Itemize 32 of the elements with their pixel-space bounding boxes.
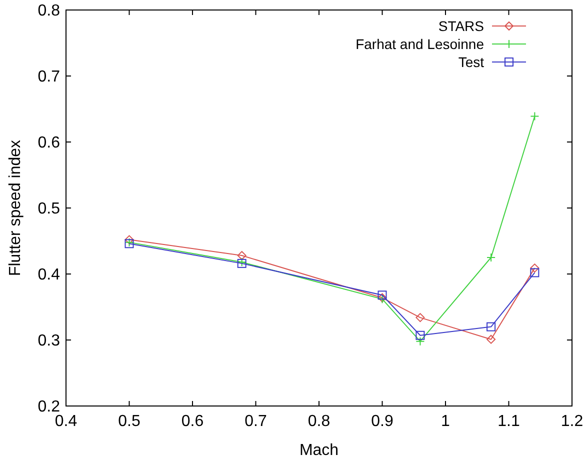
point — [530, 268, 540, 278]
x-tick-label: 1.1 — [498, 413, 520, 430]
x-axis-title: Mach — [299, 442, 339, 459]
y-tick-label: 0.8 — [38, 2, 60, 20]
x-tick-label: 0.4 — [54, 413, 78, 430]
y-tick-label: 0.2 — [38, 398, 60, 416]
point — [378, 290, 387, 300]
y-tick-label: 0.4 — [38, 266, 60, 284]
point — [530, 264, 540, 273]
x-tick-label: 1.2 — [560, 413, 584, 430]
y-axis-title: Flutter speed index — [7, 140, 24, 276]
legend-label: Test — [458, 54, 484, 70]
x-tick-label: 0.5 — [118, 413, 140, 430]
point — [530, 112, 540, 121]
point — [416, 313, 425, 322]
x-tick-label: 1 — [441, 413, 450, 430]
x-tick-label: 0.8 — [308, 413, 330, 430]
y-tick-label: 0.7 — [38, 68, 60, 86]
legend-label: STARS — [438, 18, 484, 34]
x-tick-label: 0.9 — [371, 413, 394, 430]
x-tick-label: 0.7 — [244, 413, 267, 430]
point — [486, 334, 496, 344]
point — [486, 253, 496, 262]
x-tick-label: 0.6 — [181, 413, 204, 430]
y-tick-label: 0.3 — [38, 332, 60, 350]
point — [124, 235, 134, 244]
point — [416, 330, 425, 340]
legend-label: Farhat and Lesoinne — [356, 36, 484, 52]
y-tick-label: 0.6 — [38, 134, 60, 152]
y-tick-label: 0.5 — [38, 200, 60, 218]
point — [416, 336, 425, 346]
point — [486, 322, 496, 332]
